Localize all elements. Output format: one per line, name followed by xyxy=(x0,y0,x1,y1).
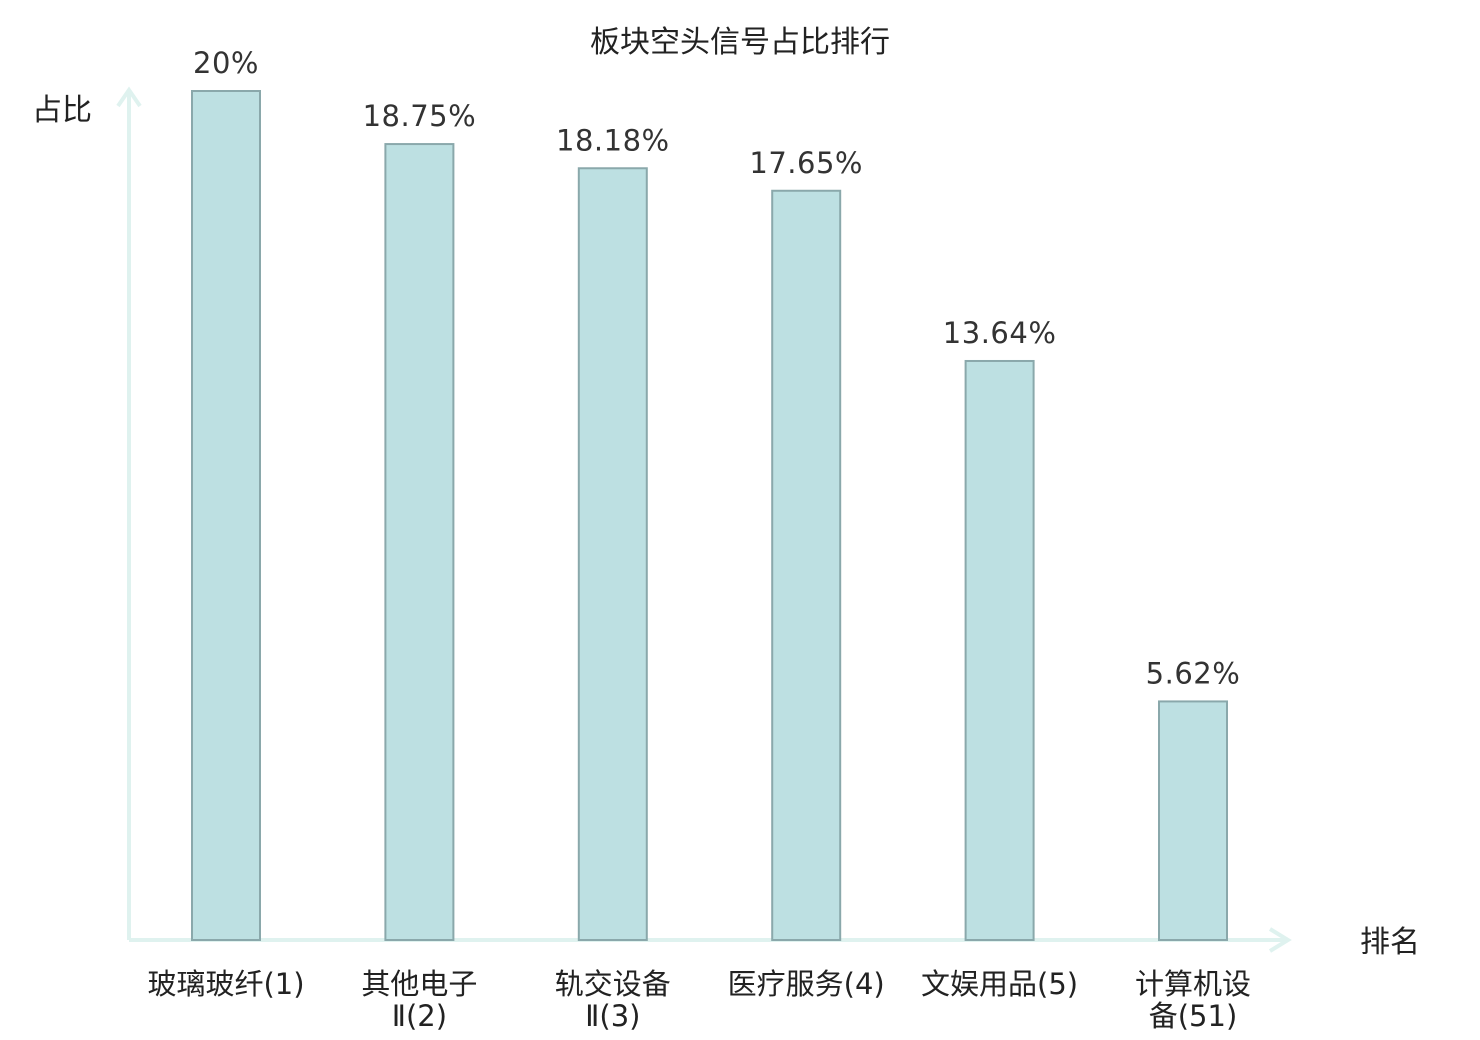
category-label-4: 医疗服务(4) xyxy=(728,967,885,1001)
category-label-2-line-2: Ⅱ(2) xyxy=(392,999,447,1033)
y-axis xyxy=(116,86,142,940)
y-axis-arrow xyxy=(116,86,142,108)
y-axis-label: 占比 xyxy=(32,93,92,128)
x-axis-arrow xyxy=(1268,927,1292,953)
chart-title: 板块空头信号占比排行 xyxy=(590,25,890,60)
bar-5 xyxy=(964,359,1035,941)
value-labels-group: 20% 18.75% 18.18% 17.65% 13.64% 5.62% xyxy=(193,46,1240,690)
category-label-6-line-1: 计算机设 xyxy=(1135,967,1251,1001)
category-label-6-line-2: 备(51) xyxy=(1149,999,1238,1033)
x-axis-label: 排名 xyxy=(1360,925,1420,960)
value-label-2: 18.75% xyxy=(363,99,477,133)
category-label-2-line-1: 其他电子 xyxy=(361,967,477,1001)
category-label-3-line-1: 轨交设备 xyxy=(555,967,671,1001)
bar-3 xyxy=(577,167,648,942)
bar-2 xyxy=(384,143,455,941)
value-label-3: 18.18% xyxy=(556,123,670,157)
value-label-1: 20% xyxy=(193,46,259,80)
category-label-5: 文娱用品(5) xyxy=(921,967,1078,1001)
bar-1 xyxy=(191,90,261,941)
category-label-1: 玻璃玻纤(1) xyxy=(147,967,304,1001)
value-label-6: 5.62% xyxy=(1146,656,1241,690)
x-axis xyxy=(129,927,1292,953)
bars-group xyxy=(191,90,1228,942)
bar-4 xyxy=(771,189,842,941)
bar-6 xyxy=(1158,700,1228,942)
value-label-4: 17.65% xyxy=(749,146,863,180)
value-label-5: 13.64% xyxy=(943,316,1057,350)
category-label-3-line-2: Ⅱ(3) xyxy=(585,999,640,1033)
